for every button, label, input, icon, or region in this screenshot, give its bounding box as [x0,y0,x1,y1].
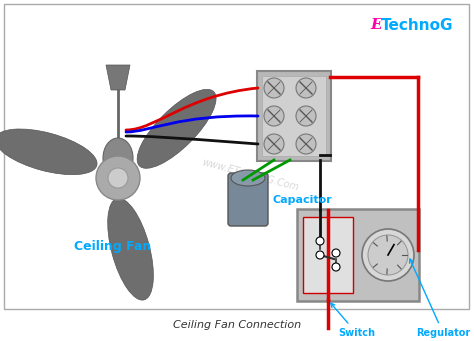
Circle shape [264,78,284,98]
Ellipse shape [231,170,265,186]
Circle shape [316,237,324,245]
FancyBboxPatch shape [257,71,331,161]
Circle shape [96,156,140,200]
FancyBboxPatch shape [228,173,268,226]
Circle shape [368,235,408,275]
Text: E: E [370,18,382,32]
Text: www.ETechnoG.Com: www.ETechnoG.Com [201,157,300,193]
Ellipse shape [98,161,138,189]
Circle shape [316,251,324,259]
Circle shape [296,106,316,126]
Text: TechnoG: TechnoG [381,18,454,33]
Circle shape [332,263,340,271]
Ellipse shape [103,138,133,178]
FancyBboxPatch shape [303,217,353,293]
Circle shape [264,134,284,154]
Polygon shape [106,65,130,90]
Text: Ceiling Fan: Ceiling Fan [74,240,152,253]
Ellipse shape [0,129,97,175]
Circle shape [362,229,414,281]
Text: Regulator: Regulator [410,259,470,338]
Text: Capacitor: Capacitor [273,195,333,205]
Circle shape [332,249,340,257]
Circle shape [264,106,284,126]
Ellipse shape [108,198,154,300]
Ellipse shape [137,89,216,168]
Text: Ceiling Fan Connection: Ceiling Fan Connection [173,320,301,330]
FancyBboxPatch shape [297,209,419,301]
Circle shape [108,168,128,188]
Circle shape [296,134,316,154]
Circle shape [296,78,316,98]
Text: Switch: Switch [331,303,375,338]
FancyBboxPatch shape [262,76,326,156]
FancyBboxPatch shape [4,4,469,309]
